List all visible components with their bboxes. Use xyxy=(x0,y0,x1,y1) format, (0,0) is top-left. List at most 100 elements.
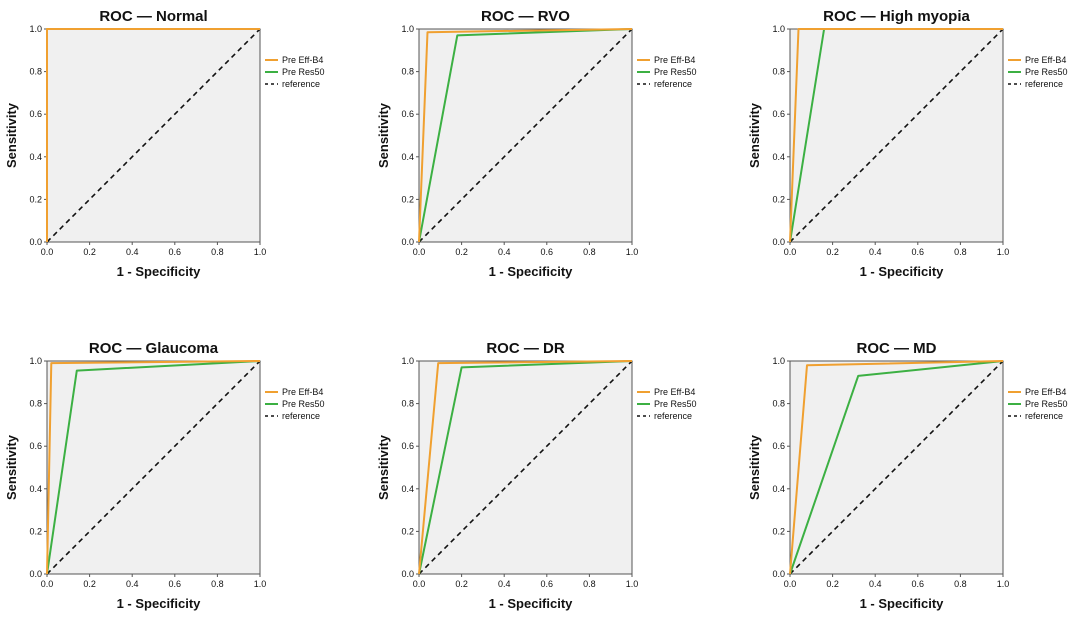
y-tick-label: 0.4 xyxy=(772,484,785,494)
x-tick-label: 0.0 xyxy=(413,579,426,589)
legend-label: Pre Eff-B4 xyxy=(1025,387,1066,397)
y-tick-label: 0.6 xyxy=(772,441,785,451)
legend-label: Pre Res50 xyxy=(1025,399,1068,409)
y-tick-label: 0.2 xyxy=(772,526,785,536)
y-tick-label: 1.0 xyxy=(401,24,414,34)
roc-panel: ROC — Normal Sensitivity 1 - Specificity 0.… xyxy=(4,8,325,279)
y-tick-label: 0.0 xyxy=(29,237,42,247)
legend-label: Pre Res50 xyxy=(654,67,697,77)
y-tick-label: 1.0 xyxy=(772,24,785,34)
x-tick-label: 0.4 xyxy=(498,579,511,589)
legend-label: reference xyxy=(282,79,320,89)
chart-title: ROC — Normal xyxy=(99,8,207,25)
legend-label: Pre Res50 xyxy=(282,67,325,77)
legend-label: reference xyxy=(654,411,692,421)
series-line-eff-b4 xyxy=(789,360,1004,575)
plot-area xyxy=(46,360,261,575)
x-tick-label: 0.2 xyxy=(826,247,839,257)
legend-label: reference xyxy=(1025,79,1063,89)
x-tick-label: 1.0 xyxy=(997,247,1010,257)
y-tick-label: 0.4 xyxy=(29,484,42,494)
chart-title: ROC — High myopia xyxy=(823,8,970,25)
y-tick-label: 0.6 xyxy=(401,109,414,119)
x-tick-label: 0.8 xyxy=(211,247,224,257)
x-tick-label: 1.0 xyxy=(997,579,1010,589)
legend-label: Pre Res50 xyxy=(1025,67,1068,77)
series-line-res50 xyxy=(789,360,1004,575)
y-tick-label: 1.0 xyxy=(401,356,414,366)
series-line-eff-b4 xyxy=(418,28,633,243)
y-tick-label: 0.2 xyxy=(772,194,785,204)
x-axis-label: 1 - Specificity xyxy=(860,264,945,279)
x-tick-label: 0.2 xyxy=(83,247,96,257)
y-tick-label: 0.2 xyxy=(29,194,42,204)
y-tick-label: 0.8 xyxy=(772,399,785,409)
x-tick-label: 0.0 xyxy=(413,247,426,257)
y-tick-label: 1.0 xyxy=(29,356,42,366)
x-axis-label: 1 - Specificity xyxy=(117,596,202,611)
series-line-eff-b4 xyxy=(46,28,260,242)
plot-area xyxy=(418,360,633,575)
y-tick-label: 0.0 xyxy=(29,569,42,579)
x-tick-label: 0.6 xyxy=(169,247,182,257)
x-tick-label: 1.0 xyxy=(254,579,267,589)
x-tick-label: 0.8 xyxy=(583,247,596,257)
y-tick-label: 0.4 xyxy=(29,152,42,162)
x-tick-label: 0.4 xyxy=(869,579,882,589)
legend-label: Pre Eff-B4 xyxy=(1025,55,1066,65)
legend-label: reference xyxy=(282,411,320,421)
x-tick-label: 0.8 xyxy=(954,579,967,589)
legend-label: reference xyxy=(654,79,692,89)
x-tick-label: 0.6 xyxy=(541,247,554,257)
plot-area xyxy=(789,360,1004,575)
y-tick-label: 0.4 xyxy=(772,152,785,162)
y-axis-label: Sensitivity xyxy=(376,102,391,168)
y-tick-label: 0.8 xyxy=(772,67,785,77)
x-tick-label: 0.6 xyxy=(912,579,925,589)
x-tick-label: 0.2 xyxy=(826,579,839,589)
series-line-res50 xyxy=(46,360,261,575)
y-tick-label: 0.0 xyxy=(772,237,785,247)
y-axis-label: Sensitivity xyxy=(4,434,19,500)
x-tick-label: 0.2 xyxy=(455,579,468,589)
x-axis-label: 1 - Specificity xyxy=(489,264,574,279)
x-tick-label: 0.0 xyxy=(784,579,797,589)
series-line-res50 xyxy=(418,360,633,575)
plot-area xyxy=(46,28,261,243)
x-tick-label: 1.0 xyxy=(626,579,639,589)
y-tick-label: 0.8 xyxy=(29,399,42,409)
y-tick-label: 0.2 xyxy=(401,194,414,204)
roc-panel: ROC — DR Sensitivity 1 - Specificity 0.0 0.2… xyxy=(376,340,697,611)
roc-panel: ROC — High myopia Sensitivity 1 - Specific… xyxy=(747,8,1068,279)
y-tick-label: 0.4 xyxy=(401,152,414,162)
legend-label: Pre Eff-B4 xyxy=(654,387,695,397)
y-axis-label: Sensitivity xyxy=(747,102,762,168)
chart-title: ROC — MD xyxy=(857,340,937,357)
series-line-eff-b4 xyxy=(418,360,633,575)
series-line-res50 xyxy=(418,28,633,243)
plot-area xyxy=(418,28,633,243)
x-tick-label: 0.2 xyxy=(455,247,468,257)
plot-area xyxy=(789,28,1004,243)
y-tick-label: 0.6 xyxy=(29,441,42,451)
y-tick-label: 0.6 xyxy=(772,109,785,119)
y-tick-label: 1.0 xyxy=(29,24,42,34)
roc-panel: ROC — Glaucoma Sensitivity 1 - Specificity… xyxy=(4,340,325,611)
x-tick-label: 0.4 xyxy=(498,247,511,257)
x-tick-label: 0.4 xyxy=(869,247,882,257)
x-tick-label: 0.4 xyxy=(126,579,139,589)
y-tick-label: 0.2 xyxy=(401,526,414,536)
y-tick-label: 0.8 xyxy=(401,399,414,409)
y-tick-label: 0.0 xyxy=(401,237,414,247)
x-tick-label: 1.0 xyxy=(254,247,267,257)
y-tick-label: 0.0 xyxy=(401,569,414,579)
x-tick-label: 0.0 xyxy=(784,247,797,257)
roc-panel: ROC — MD Sensitivity 1 - Specificity 0.0 0.2… xyxy=(747,340,1068,611)
y-axis-label: Sensitivity xyxy=(376,434,391,500)
legend-label: Pre Eff-B4 xyxy=(282,55,323,65)
x-tick-label: 1.0 xyxy=(626,247,639,257)
chart-title: ROC — DR xyxy=(486,340,565,357)
y-axis-label: Sensitivity xyxy=(4,102,19,168)
